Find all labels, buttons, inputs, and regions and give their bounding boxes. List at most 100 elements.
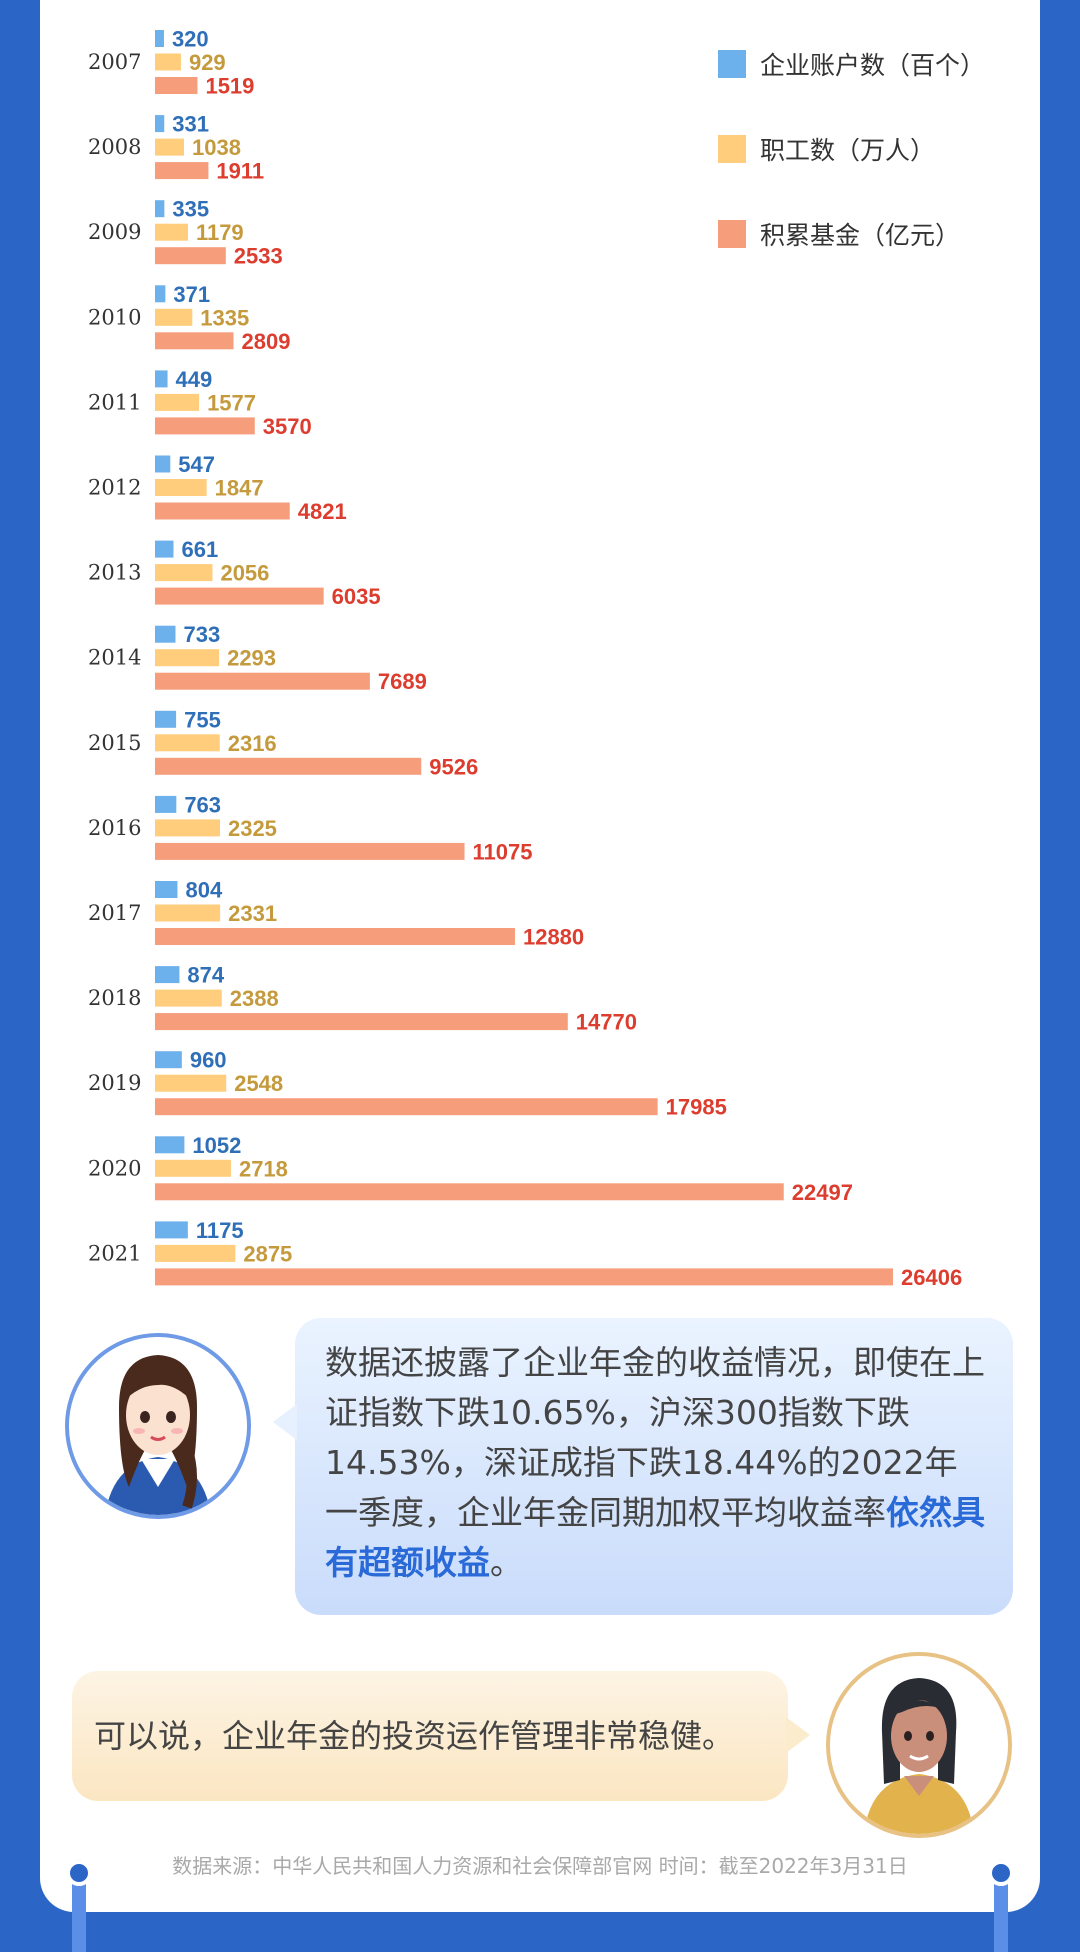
legend-label-accounts: 企业账户数（百个） <box>760 51 986 80</box>
data-label-2012-series-2: 4821 <box>298 499 347 524</box>
year-label-2012: 2012 <box>88 476 141 500</box>
bar-2021-series-1 <box>155 1244 236 1262</box>
year-label-2016: 2016 <box>88 816 141 840</box>
bar-2020-series-1 <box>155 1159 231 1177</box>
data-label-2008-series-0: 331 <box>172 112 209 137</box>
speech-bubble-first: 数据还披露了企业年金的收益情况，即使在上证指数下跌10.65%，沪深300指数下… <box>273 1318 1013 1615</box>
bubble-first-text: 数据还披露了企业年金的收益情况，即使在上证指数下跌10.65%，沪深300指数下… <box>325 1343 985 1532</box>
data-label-2007-series-1: 929 <box>189 50 226 75</box>
data-label-2009-series-2: 2533 <box>234 244 283 269</box>
data-label-2008-series-1: 1038 <box>192 135 241 160</box>
bar-2015-series-0 <box>155 710 177 728</box>
year-label-2020: 2020 <box>88 1156 141 1180</box>
right-rail-dot <box>988 1860 1014 1886</box>
data-label-2014-series-0: 733 <box>183 622 220 647</box>
bar-2017-series-2 <box>155 928 515 945</box>
bar-2014-series-1 <box>155 649 220 667</box>
legend-swatch-employees <box>718 135 746 163</box>
bar-2016-series-0 <box>155 795 177 813</box>
speech-bubble-second: 可以说，企业年金的投资运作管理非常稳健。 <box>72 1671 810 1801</box>
data-label-2017-series-0: 804 <box>185 878 222 903</box>
left-rail-dot <box>66 1860 92 1886</box>
data-label-2018-series-1: 2388 <box>230 986 279 1011</box>
bar-2018-series-0 <box>155 966 180 984</box>
businesswoman-avatar-icon <box>826 1652 1012 1838</box>
data-source-note: 数据来源：中华人民共和国人力资源和社会保障部官网 时间：截至2022年3月31日 <box>172 1854 908 1878</box>
bar-2012-series-2 <box>155 502 290 520</box>
data-label-2021-series-1: 2875 <box>243 1241 292 1266</box>
bar-2013-series-0 <box>155 540 174 558</box>
year-label-2015: 2015 <box>88 731 141 755</box>
woman-avatar-icon <box>65 1333 251 1519</box>
data-label-2019-series-0: 960 <box>190 1048 227 1073</box>
bar-2008-series-0 <box>155 115 165 133</box>
data-label-2011-series-0: 449 <box>176 367 213 392</box>
data-label-2014-series-1: 2293 <box>227 646 276 671</box>
bar-2019-series-2 <box>155 1098 658 1116</box>
year-label-2007: 2007 <box>88 50 141 74</box>
bar-2020-series-2 <box>155 1183 784 1201</box>
data-label-2008-series-2: 1911 <box>216 159 264 184</box>
bar-2014-series-0 <box>155 625 176 643</box>
year-label-2014: 2014 <box>88 646 141 670</box>
data-label-2021-series-2: 26406 <box>901 1265 962 1290</box>
bar-2009-series-2 <box>155 247 226 265</box>
data-label-2011-series-1: 1577 <box>207 390 256 415</box>
data-label-2018-series-0: 874 <box>187 963 224 988</box>
bar-2017-series-0 <box>155 881 178 898</box>
bar-2007-series-2 <box>155 77 198 94</box>
bar-2011-series-0 <box>155 370 168 388</box>
data-label-2009-series-0: 335 <box>172 197 209 222</box>
data-label-2021-series-0: 1175 <box>196 1218 244 1243</box>
bar-2020-series-0 <box>155 1136 185 1154</box>
chart-legend: 企业账户数（百个） 职工数（万人） 积累基金（亿元） <box>718 40 1018 295</box>
data-label-2012-series-0: 547 <box>178 452 215 477</box>
data-label-2020-series-2: 22497 <box>792 1180 853 1205</box>
bar-2019-series-0 <box>155 1051 182 1069</box>
data-label-2019-series-1: 2548 <box>234 1071 283 1096</box>
data-label-2009-series-1: 1179 <box>196 220 244 245</box>
bar-2014-series-2 <box>155 672 370 690</box>
bar-2017-series-1 <box>155 904 221 922</box>
data-label-2020-series-1: 2718 <box>239 1156 288 1181</box>
legend-item-accounts: 企业账户数（百个） <box>718 40 1018 125</box>
data-label-2020-series-0: 1052 <box>192 1133 241 1158</box>
data-label-2014-series-2: 7689 <box>378 669 427 694</box>
bar-2009-series-1 <box>155 223 188 241</box>
bar-2016-series-1 <box>155 819 220 837</box>
data-label-2012-series-1: 1847 <box>215 476 264 501</box>
bar-2011-series-2 <box>155 417 255 435</box>
data-label-2019-series-2: 17985 <box>666 1095 727 1120</box>
legend-swatch-accounts <box>718 50 746 78</box>
bar-2016-series-2 <box>155 842 465 860</box>
bar-2010-series-1 <box>155 308 193 326</box>
bar-2013-series-1 <box>155 564 213 582</box>
year-label-2017: 2017 <box>88 901 141 925</box>
data-label-2010-series-1: 1335 <box>200 305 249 330</box>
year-label-2011: 2011 <box>88 390 141 414</box>
data-label-2017-series-2: 12880 <box>523 925 584 950</box>
bubble-second-text: 可以说，企业年金的投资运作管理非常稳健。 <box>94 1717 735 1755</box>
data-label-2017-series-1: 2331 <box>228 901 277 926</box>
bubble-first-end: 。 <box>490 1543 523 1582</box>
bar-2015-series-2 <box>155 757 422 775</box>
data-label-2007-series-2: 1519 <box>205 74 254 99</box>
bottom-strip <box>0 1912 1080 1952</box>
bar-2013-series-2 <box>155 587 324 605</box>
data-label-2015-series-0: 755 <box>184 707 221 732</box>
legend-label-fund: 积累基金（亿元） <box>760 221 961 250</box>
data-label-2007-series-0: 320 <box>172 27 209 52</box>
legend-swatch-fund <box>718 220 746 248</box>
bar-2010-series-2 <box>155 332 234 350</box>
bar-2009-series-0 <box>155 200 165 218</box>
bar-2011-series-1 <box>155 393 200 411</box>
legend-item-fund: 积累基金（亿元） <box>718 210 1018 295</box>
data-label-2011-series-2: 3570 <box>263 414 312 439</box>
bar-2018-series-1 <box>155 989 222 1007</box>
bubble-first-highlight: 依然具有超额收益 <box>325 1493 985 1582</box>
legend-item-employees: 职工数（万人） <box>718 125 1018 210</box>
year-label-2013: 2013 <box>88 561 141 585</box>
data-label-2015-series-2: 9526 <box>429 754 478 779</box>
data-label-2013-series-1: 2056 <box>220 561 269 586</box>
year-label-2021: 2021 <box>88 1241 141 1265</box>
